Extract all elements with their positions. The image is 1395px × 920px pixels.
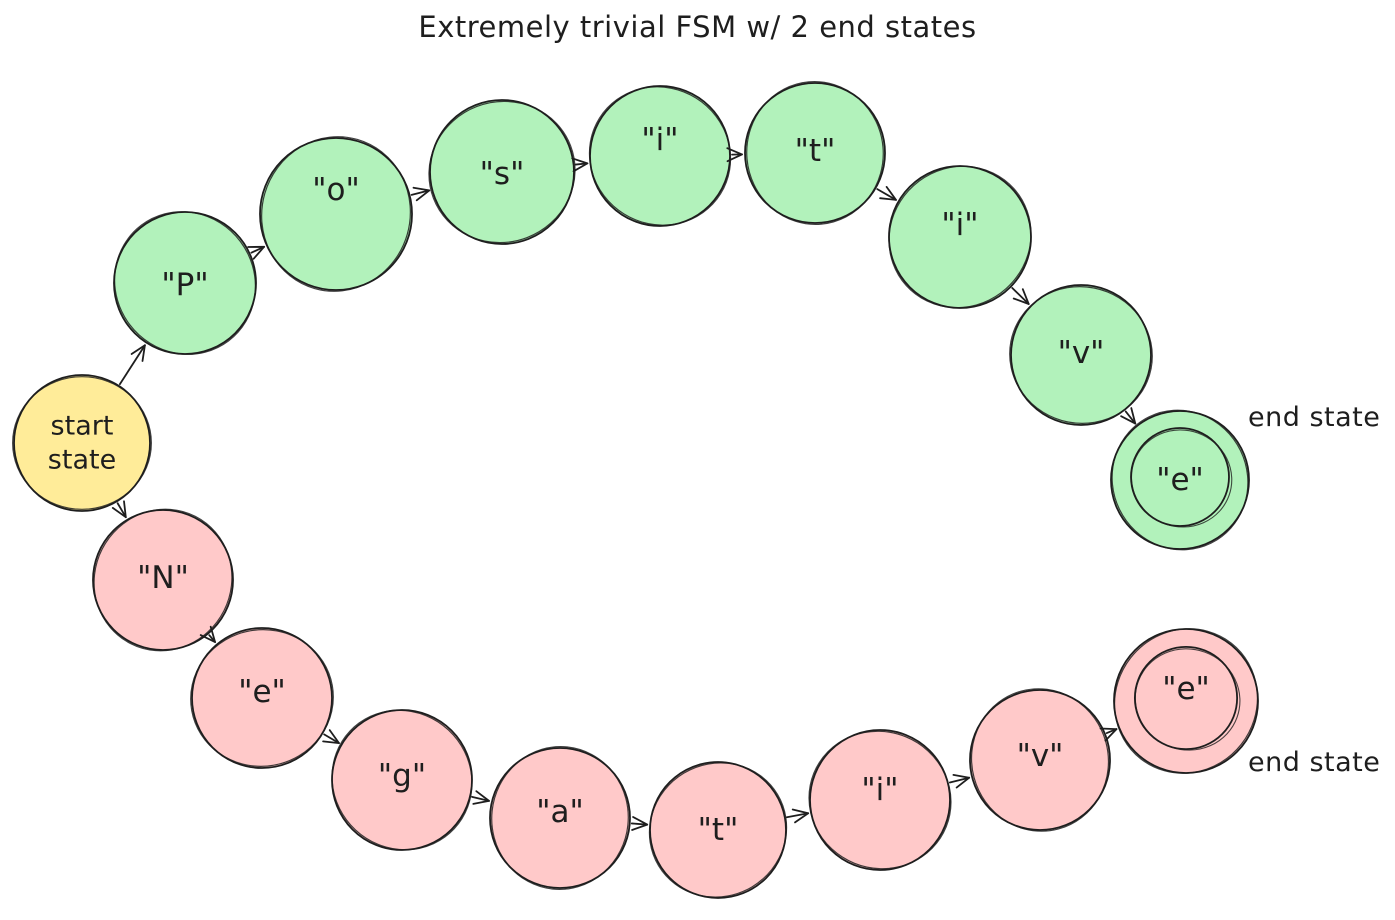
diagram-title: Extremely trivial FSM w/ 2 end states: [418, 10, 977, 44]
sketch-outline: [491, 746, 629, 890]
transition-arrow-start-p: [118, 344, 146, 386]
transition-arrow-v2-e3: [1099, 727, 1118, 742]
state-node-i1: "i": [588, 85, 732, 227]
sketch-outline: [114, 211, 256, 355]
state-label-i3: "i": [861, 772, 898, 808]
state-label-n: "N": [137, 560, 189, 596]
arrowhead: [1012, 288, 1030, 305]
arrowhead: [1099, 727, 1118, 742]
arrowhead: [879, 186, 897, 201]
state-node-e2: "e": [190, 627, 334, 769]
sketch-outline: [12, 376, 152, 510]
transition-arrow-p-o: [247, 245, 266, 260]
sketch-outline: [1113, 628, 1259, 774]
state-node-t2: "t": [648, 761, 788, 899]
arrowhead: [1120, 407, 1137, 425]
end-state-label-positive: end state: [1248, 402, 1381, 433]
transition-arrow-start-n: [111, 500, 127, 519]
sketch-outline: [190, 629, 334, 767]
state-label-a: "a": [536, 794, 584, 830]
sketch-outline: [1130, 429, 1233, 528]
sketch-outline: [1009, 286, 1153, 424]
arrowhead: [322, 729, 340, 744]
state-label-v1: "v": [1058, 335, 1105, 371]
state-node-a: "a": [489, 746, 631, 890]
state-node-t1: "t": [744, 81, 886, 225]
transition-arrow-i3-v2: [948, 774, 971, 789]
arrowhead: [571, 157, 589, 173]
arrowhead: [726, 147, 743, 163]
state-label-s: "s": [480, 156, 525, 192]
state-node-o: "o": [259, 136, 413, 292]
transition-arrow-e2-g: [322, 729, 340, 745]
sketch-outline: [648, 762, 788, 898]
sketch-outline: [808, 730, 952, 870]
arrowhead: [952, 774, 971, 789]
arrowhead: [247, 245, 265, 260]
state-label-start-line2: state: [48, 445, 116, 476]
state-node-v2: "v": [969, 688, 1111, 832]
state-label-i2: "i": [941, 207, 978, 243]
sketch-outline: [888, 165, 1032, 309]
arrowhead: [472, 790, 490, 805]
state-node-i2: "i": [888, 165, 1032, 309]
state-node-p: "P": [113, 211, 257, 355]
transition-arrow-n-e2: [199, 625, 216, 643]
state-node-e1: "e": [1110, 409, 1250, 551]
arrowhead: [412, 186, 431, 202]
sketch-outline: [261, 136, 411, 292]
state-node-e3: "e": [1113, 628, 1259, 774]
state-node-i3: "i": [808, 729, 952, 871]
transition-arrow-i1-t1: [726, 147, 743, 163]
state-label-start-line1: start: [51, 411, 114, 442]
state-label-g: "g": [378, 758, 426, 794]
sketch-outline: [588, 86, 732, 226]
transition-arrow-t2-i3: [785, 808, 810, 824]
state-label-v2: "v": [1017, 738, 1064, 774]
transition-arrow-i2-v1: [1011, 287, 1030, 305]
state-label-p: "P": [161, 267, 208, 303]
state-label-t1: "t": [795, 133, 836, 169]
state-node-n: "N": [92, 508, 234, 652]
end-state-label-negative: end state: [1248, 747, 1381, 778]
state-node-g: "g": [331, 709, 473, 851]
arrowhead: [199, 625, 216, 643]
arrowhead: [111, 500, 127, 519]
state-label-e1: "e": [1156, 462, 1204, 498]
sketch-outline: [1134, 648, 1241, 751]
transition-arrow-a-t2: [630, 816, 649, 831]
sketch-outline: [93, 508, 233, 652]
state-label-e3: "e": [1162, 671, 1210, 707]
transition-arrow-o-s: [410, 186, 431, 202]
sketch-outline: [970, 688, 1110, 832]
state-label-o: "o": [312, 172, 359, 208]
arrowhead: [791, 808, 810, 824]
state-label-t2: "t": [698, 812, 739, 848]
arrowhead: [631, 816, 649, 831]
state-node-s: "s": [428, 99, 576, 245]
transition-arrow-t1-i2: [876, 186, 897, 201]
transition-arrow-v1-e1: [1120, 407, 1137, 425]
sketch-outline: [331, 709, 473, 851]
state-label-i1: "i": [641, 122, 678, 158]
sketch-outline: [746, 81, 884, 225]
sketch-outline: [428, 100, 576, 244]
state-node-v1: "v": [1009, 284, 1153, 426]
arrowhead: [130, 344, 146, 362]
transition-arrow-g-a: [471, 790, 490, 805]
sketch-outline: [1111, 409, 1249, 551]
state-label-e2: "e": [238, 674, 286, 710]
transition-arrow-s-i1: [571, 157, 589, 173]
